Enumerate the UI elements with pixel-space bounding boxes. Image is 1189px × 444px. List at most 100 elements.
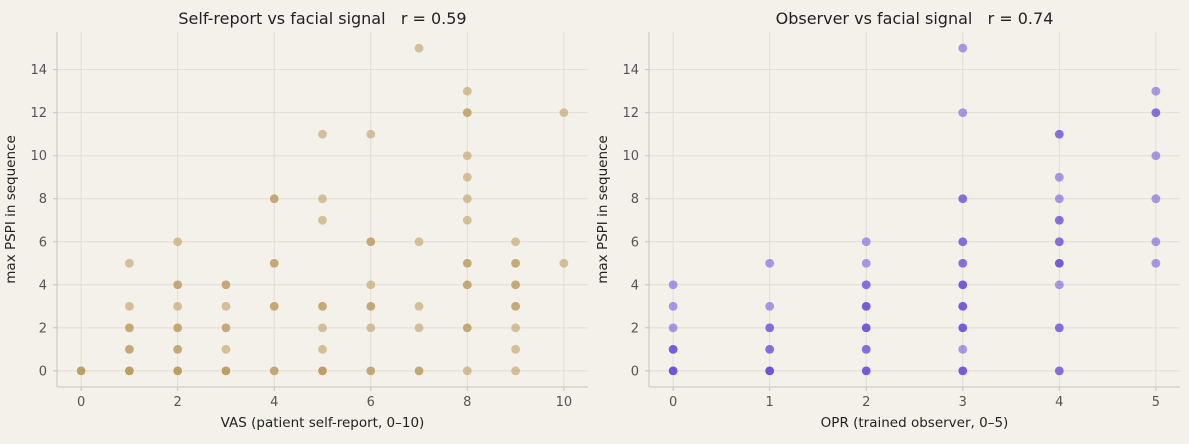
scatter-point <box>559 107 569 118</box>
y-tick-label: 2 <box>631 321 639 336</box>
scatter-point <box>957 322 968 333</box>
scatter-point <box>1054 279 1065 290</box>
scatter-point <box>317 129 328 140</box>
scatter-point <box>221 366 231 376</box>
scatter-point <box>462 107 473 118</box>
scatter-point <box>861 279 872 290</box>
scatter-point <box>764 344 775 355</box>
scatter-point <box>462 193 473 204</box>
x-tick-label: 5 <box>1152 395 1160 410</box>
y-tick-label: 0 <box>631 364 639 379</box>
scatter-point <box>957 258 968 269</box>
scatter-point <box>510 236 521 247</box>
scatter-point <box>414 301 424 312</box>
y-tick-label: 8 <box>39 192 47 207</box>
scatter-point <box>1054 236 1065 247</box>
scatter-point <box>861 258 872 269</box>
scatter-point <box>957 236 968 247</box>
x-tick-label: 0 <box>669 395 677 410</box>
scatter-point <box>462 322 473 333</box>
scatter-point <box>957 366 968 376</box>
scatter-point <box>1151 86 1161 97</box>
y-tick-label: 14 <box>30 63 47 78</box>
scatter-point <box>124 344 135 355</box>
scatter-point <box>124 301 135 312</box>
x-tick-label: 2 <box>174 395 182 410</box>
scatter-point <box>510 279 521 290</box>
scatter-point <box>365 322 376 333</box>
scatter-point <box>317 215 328 226</box>
scatter-point <box>1054 193 1065 204</box>
scatter-point <box>462 366 473 376</box>
y-tick-label: 14 <box>622 63 639 78</box>
scatter-point <box>668 301 678 312</box>
scatter-point <box>1054 258 1065 269</box>
scatter-point <box>317 322 328 333</box>
scatter-point <box>269 301 280 312</box>
scatter-point <box>124 258 135 269</box>
scatter-point <box>365 301 376 312</box>
y-tick-label: 0 <box>39 364 47 379</box>
scatter-point <box>221 322 231 333</box>
scatter-point <box>764 322 775 333</box>
scatter-point <box>668 279 678 290</box>
scatter-point <box>462 86 473 97</box>
scatter-point <box>414 322 424 333</box>
scatter-point <box>1151 193 1161 204</box>
scatter-point <box>1054 322 1065 333</box>
y-tick-label: 12 <box>622 106 639 121</box>
scatter-point <box>365 236 376 247</box>
x-axis-label: OPR (trained observer, 0–5) <box>821 415 1009 431</box>
y-tick-label: 4 <box>39 278 47 293</box>
scatter-point <box>1151 107 1161 118</box>
scatter-point <box>1054 172 1065 183</box>
scatter-point <box>510 258 521 269</box>
scatter-point <box>221 279 231 290</box>
x-tick-label: 4 <box>1055 395 1063 410</box>
scatter-point <box>861 236 872 247</box>
scatter-point <box>365 279 376 290</box>
x-tick-label: 6 <box>367 395 375 410</box>
y-tick-label: 4 <box>631 278 639 293</box>
scatter-point <box>462 150 473 161</box>
x-tick-label: 3 <box>959 395 967 410</box>
scatter-point <box>172 366 183 376</box>
y-tick-label: 12 <box>30 106 47 121</box>
scatter-point <box>861 344 872 355</box>
scatter-point <box>124 366 135 376</box>
scatter-point <box>365 366 376 376</box>
scatter-point <box>462 258 473 269</box>
x-tick-label: 10 <box>556 395 573 410</box>
scatter-point <box>668 344 678 355</box>
scatter-point <box>269 366 280 376</box>
scatter-point <box>1054 129 1065 140</box>
scatter-point <box>957 107 968 118</box>
scatter-point <box>764 366 775 376</box>
scatter-point <box>172 344 183 355</box>
scatter-point <box>510 344 521 355</box>
y-tick-label: 6 <box>631 235 639 250</box>
y-tick-label: 2 <box>39 321 47 336</box>
scatter-point <box>861 301 872 312</box>
scatter-point <box>1151 236 1161 247</box>
scatter-point <box>462 279 473 290</box>
x-tick-label: 2 <box>862 395 870 410</box>
scatter-point <box>414 236 424 247</box>
scatter-point <box>462 215 473 226</box>
y-axis-label: max PSPI in sequence <box>595 135 611 283</box>
scatter-point <box>957 43 968 53</box>
scatter-point <box>1151 258 1161 269</box>
scatter-point <box>764 258 775 269</box>
scatter-point <box>172 301 183 312</box>
scatter-point <box>269 193 280 204</box>
scatter-point <box>510 322 521 333</box>
scatter-point <box>510 366 521 376</box>
scatter-point <box>668 322 678 333</box>
scatter-point <box>365 129 376 140</box>
scatter-point <box>764 301 775 312</box>
y-tick-label: 8 <box>631 192 639 207</box>
scatter-point <box>1054 215 1065 226</box>
